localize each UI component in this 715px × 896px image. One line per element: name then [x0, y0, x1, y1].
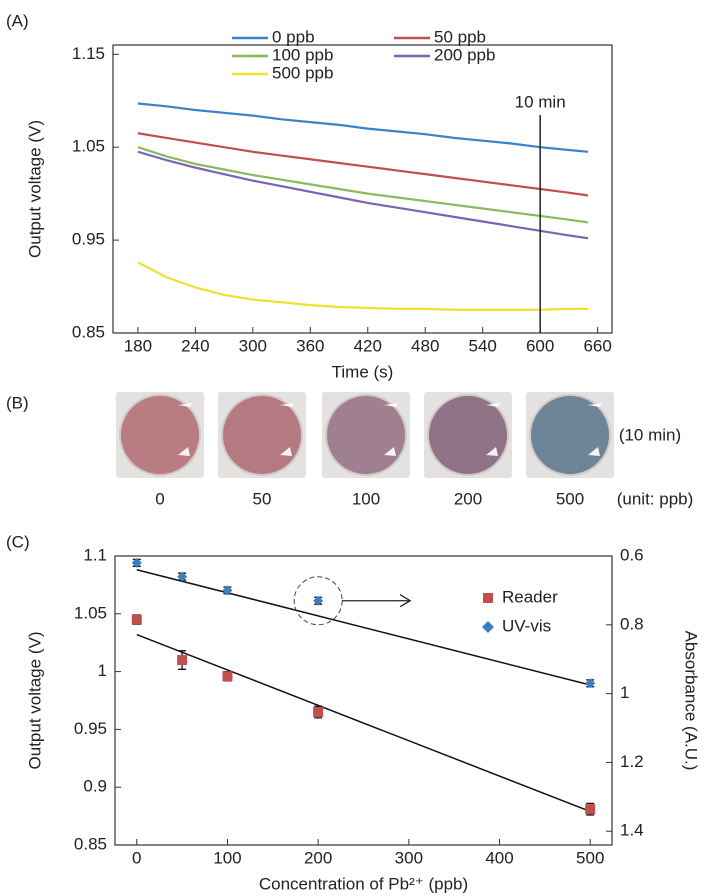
point [222, 585, 233, 596]
x-tick-label: 0 [132, 848, 141, 867]
legend-swatch [483, 593, 493, 603]
y-axis-title: Output voltage (V) [25, 120, 44, 258]
unit-note: (unit: ppb) [617, 489, 694, 508]
plot-frame [112, 44, 613, 334]
panel-label: (A) [6, 11, 29, 30]
sample-label: 500 [556, 489, 584, 508]
y-tick-label: 1.1 [83, 545, 107, 564]
data-line [137, 150, 589, 240]
fit-line [136, 569, 591, 686]
well [325, 394, 407, 476]
time-note: (10 min) [619, 425, 681, 444]
well [529, 394, 611, 476]
x-tick-label: 480 [411, 336, 439, 355]
y-tick-label: 1.05 [74, 603, 107, 622]
x-tick-label: 660 [583, 336, 611, 355]
x-tick-label: 200 [304, 848, 332, 867]
x-tick-label: 180 [124, 336, 152, 355]
y-tick-label: 0.85 [72, 322, 105, 341]
sample-label: 100 [352, 489, 380, 508]
data-line [137, 146, 589, 224]
data-line [137, 102, 589, 153]
data-line [137, 261, 589, 311]
point [177, 655, 188, 666]
sample-label: 200 [454, 489, 482, 508]
y-tick-label: 1 [98, 661, 107, 680]
fit-line [136, 633, 591, 813]
panel-label: (C) [6, 532, 30, 551]
x-tick-label: 300 [239, 336, 267, 355]
y2-axis-title: Absorbance (A.U.) [682, 631, 701, 771]
y2-tick-label: 1 [620, 683, 629, 702]
y-axis-title: Output voltage (V) [25, 632, 44, 770]
y-tick-label: 1.05 [72, 137, 105, 156]
x-tick-label: 500 [576, 848, 604, 867]
point [131, 614, 142, 625]
x-tick-label: 600 [526, 336, 554, 355]
x-tick-label: 240 [181, 336, 209, 355]
point [585, 678, 596, 689]
y2-tick-label: 0.6 [620, 545, 644, 564]
legend-swatch [482, 621, 494, 633]
well [427, 394, 509, 476]
point [313, 595, 324, 606]
point [585, 804, 596, 815]
x-axis-title: Concentration of Pb²⁺ (ppb) [259, 874, 468, 893]
well [119, 394, 201, 476]
y-tick-label: 1.15 [72, 44, 105, 63]
y-tick-label: 0.85 [74, 834, 107, 853]
legend-label: 100 ppb [272, 45, 333, 64]
legend-label: 50 ppb [434, 27, 486, 46]
point [222, 671, 233, 682]
y2-tick-label: 1.2 [620, 752, 644, 771]
x-tick-label: 300 [395, 848, 423, 867]
legend-label: 500 ppb [272, 63, 333, 82]
x-tick-label: 400 [485, 848, 513, 867]
panel-label: (B) [6, 393, 29, 412]
y2-tick-label: 0.8 [620, 614, 644, 633]
data-line [137, 132, 589, 197]
x-tick-label: 100 [213, 848, 241, 867]
plot-frame [114, 555, 613, 846]
axis-arrow [342, 594, 412, 608]
point [131, 557, 142, 568]
y-tick-label: 0.95 [74, 719, 107, 738]
annotation-text: 10 min [515, 92, 566, 111]
point [177, 571, 188, 582]
y-tick-label: 0.9 [83, 777, 107, 796]
legend-label: Reader [502, 587, 558, 606]
x-tick-label: 420 [354, 336, 382, 355]
x-tick-label: 540 [469, 336, 497, 355]
sample-label: 50 [253, 489, 272, 508]
legend-label: UV-vis [502, 616, 551, 635]
y2-tick-label: 1.4 [620, 821, 644, 840]
legend-label: 0 ppb [272, 27, 315, 46]
x-tick-label: 360 [296, 336, 324, 355]
point [313, 707, 324, 718]
x-axis-title: Time (s) [332, 362, 394, 381]
legend-label: 200 ppb [434, 45, 495, 64]
well [221, 394, 303, 476]
sample-label: 0 [155, 489, 164, 508]
y-tick-label: 0.95 [72, 230, 105, 249]
